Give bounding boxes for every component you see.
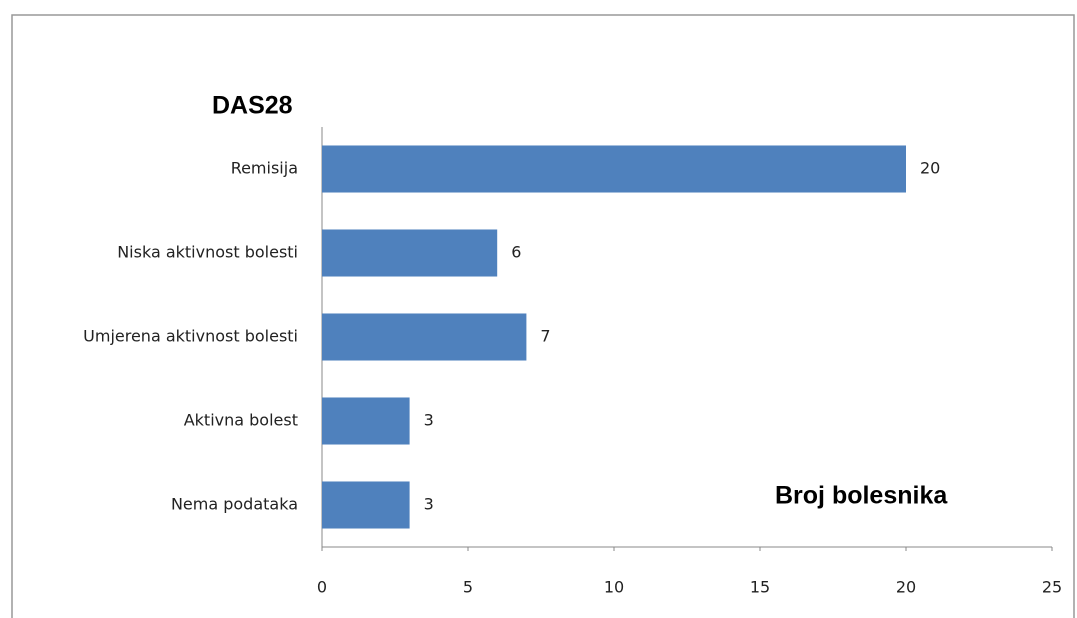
- data-label: 3: [424, 411, 434, 430]
- x-tick-label: 0: [317, 578, 327, 597]
- bar: [322, 313, 527, 361]
- data-label: 6: [511, 243, 521, 262]
- y-tick-label: Aktivna bolest: [184, 411, 298, 430]
- bar: [322, 229, 498, 277]
- data-label: 7: [540, 327, 550, 346]
- data-label: 3: [424, 495, 434, 514]
- chart-frame: [11, 14, 1075, 618]
- y-tick-label: Umjerena aktivnost bolesti: [83, 327, 298, 346]
- bar: [322, 145, 906, 193]
- y-tick-label: Niska aktivnost bolesti: [117, 243, 298, 262]
- x-tick-label: 5: [463, 578, 473, 597]
- x-tick-label: 15: [750, 578, 770, 597]
- y-tick-label: Nema podataka: [171, 495, 298, 514]
- bar: [322, 397, 410, 445]
- y-tick-label: Remisija: [231, 159, 298, 178]
- bar: [322, 481, 410, 529]
- x-tick-label: 10: [604, 578, 624, 597]
- x-tick-label: 25: [1042, 578, 1062, 597]
- x-tick-label: 20: [896, 578, 916, 597]
- x-axis-label: Broj bolesnika: [775, 482, 948, 510]
- data-label: 20: [920, 159, 940, 178]
- chart-title: DAS28: [212, 92, 293, 120]
